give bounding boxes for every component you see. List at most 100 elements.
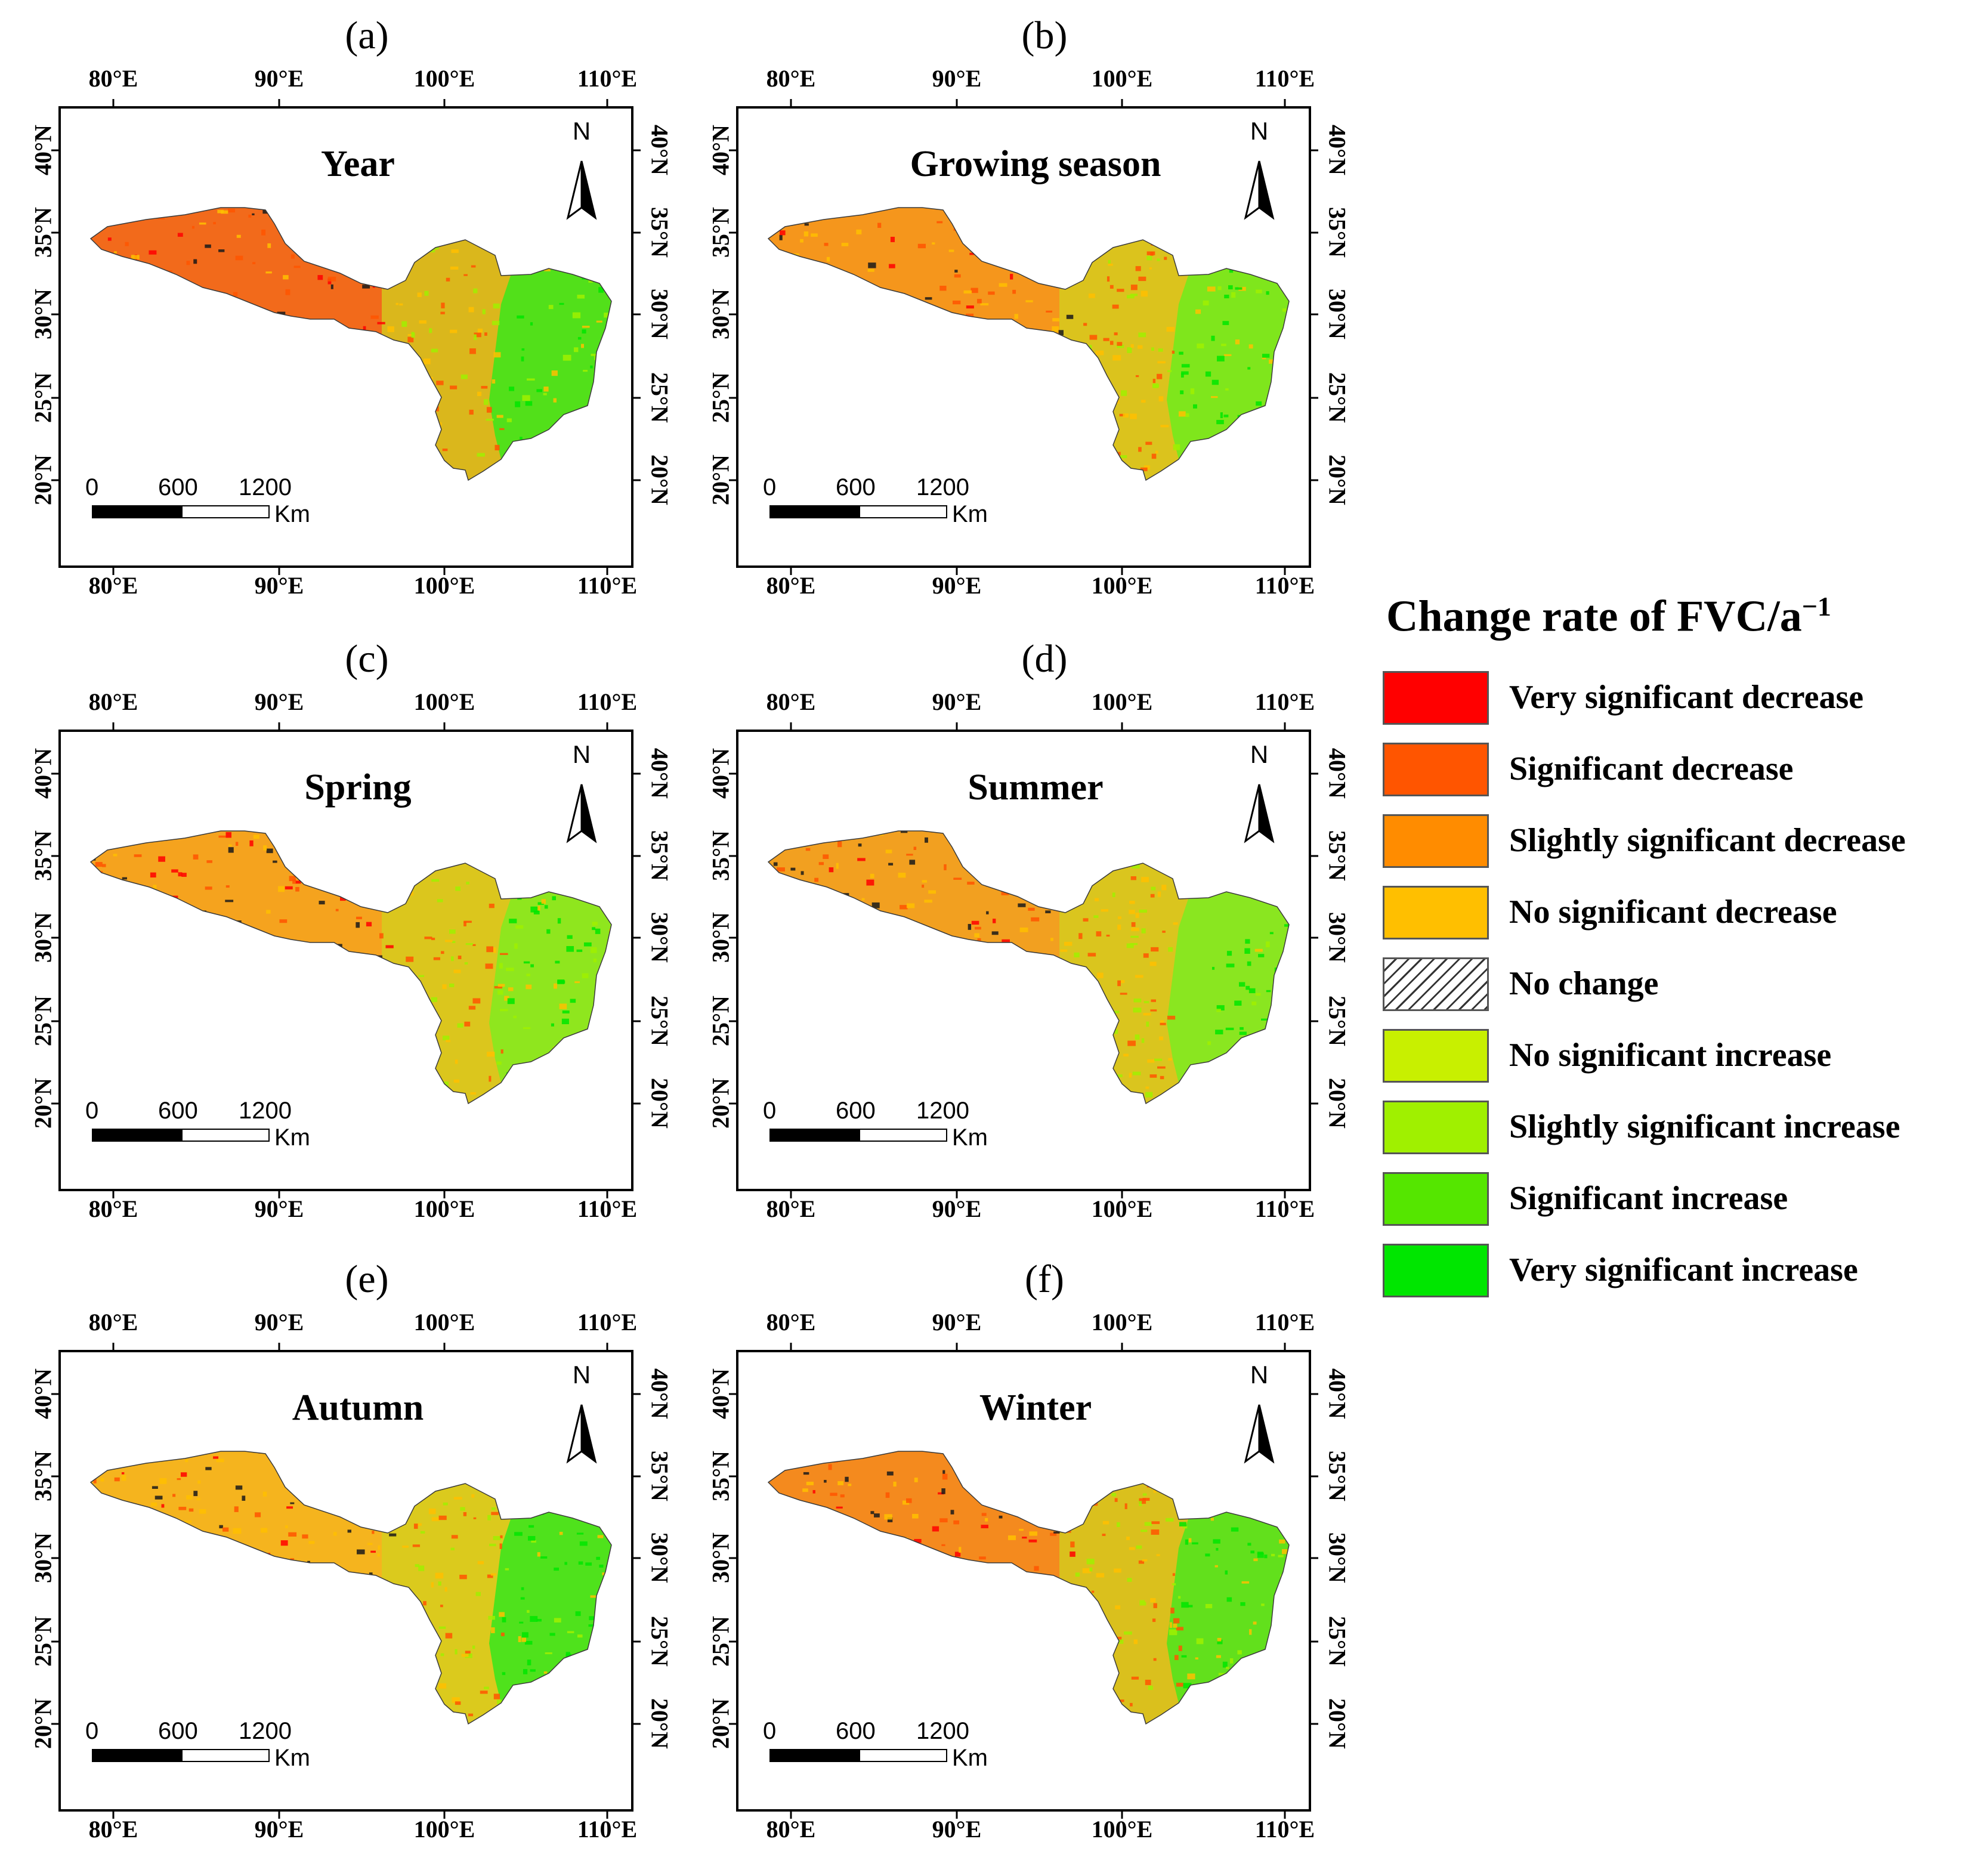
raster-pixel: [290, 254, 295, 259]
raster-pixel: [540, 1556, 548, 1559]
raster-pixel: [836, 1506, 843, 1509]
raster-pixel: [1123, 1053, 1129, 1057]
scale-label-600: 600: [158, 474, 198, 500]
raster-pixel: [1151, 999, 1156, 1002]
raster-pixel: [417, 292, 422, 297]
scale-label-1200: 1200: [239, 474, 292, 500]
raster-pixel: [1132, 1071, 1141, 1075]
map-panel-c: (c) Spring N 80°E 90°E 100°E 110°E 80°E 90°E 100°…: [24, 637, 710, 1256]
raster-pixel: [588, 280, 593, 283]
lon-label-bottom: 110°E: [577, 572, 638, 599]
raster-pixel: [159, 1478, 167, 1484]
scale-label-600: 600: [836, 474, 876, 500]
raster-pixel: [999, 1515, 1003, 1519]
raster-pixel: [1161, 885, 1167, 891]
lat-label-left: 35°N: [707, 830, 734, 881]
raster-pixel: [249, 840, 254, 846]
raster-pixel: [1131, 928, 1139, 932]
lat-label-right: 20°N: [1324, 1698, 1351, 1749]
raster-pixel: [500, 1632, 505, 1636]
lat-label-left: 20°N: [29, 1078, 57, 1129]
scale-label-600: 600: [158, 1718, 198, 1744]
raster-pixel: [295, 887, 299, 892]
raster-pixel: [836, 863, 839, 869]
raster-pixel: [499, 1612, 505, 1617]
raster-pixel: [485, 963, 493, 969]
raster-pixel: [1140, 467, 1148, 471]
raster-pixel: [468, 1006, 476, 1010]
raster-pixel: [1223, 415, 1229, 418]
north-arrow-icon: [566, 1404, 597, 1464]
legend-label: No significant decrease: [1509, 894, 1837, 931]
raster-pixel: [1151, 947, 1159, 952]
lon-label-top: 80°E: [88, 65, 138, 92]
lat-label-right: 25°N: [646, 1616, 673, 1667]
raster-pixel: [196, 1497, 200, 1501]
raster-pixel: [806, 1482, 814, 1485]
lon-label-bottom: 100°E: [1091, 1195, 1153, 1222]
raster-pixel: [1089, 335, 1098, 340]
raster-pixel: [113, 854, 118, 857]
raster-pixel: [1235, 339, 1240, 345]
raster-pixel: [814, 877, 819, 882]
raster-pixel: [1045, 910, 1051, 914]
raster-pixel: [922, 885, 925, 888]
raster-pixel: [544, 905, 548, 909]
raster-pixel: [363, 326, 366, 330]
raster-pixel: [777, 867, 785, 871]
raster-pixel: [1188, 1605, 1193, 1608]
raster-pixel: [466, 882, 469, 885]
raster-pixel: [319, 901, 325, 905]
raster-pixel: [471, 1494, 475, 1498]
raster-pixel: [423, 1601, 426, 1606]
legend-label: Significant decrease: [1509, 750, 1794, 787]
raster-pixel: [967, 882, 975, 885]
raster-pixel: [1114, 1498, 1118, 1502]
lon-label-bottom: 80°E: [766, 1816, 816, 1843]
raster-pixel: [499, 1543, 502, 1549]
raster-pixel: [1173, 444, 1180, 450]
raster-pixel: [1158, 396, 1164, 401]
raster-pixel: [161, 1504, 165, 1508]
raster-pixel: [372, 1531, 375, 1534]
raster-pixel: [1107, 276, 1110, 282]
map-graphic: [729, 722, 1318, 1198]
raster-pixel: [1162, 931, 1166, 933]
raster-pixel: [941, 1488, 945, 1494]
raster-pixel: [1097, 972, 1104, 978]
raster-pixel: [473, 288, 478, 293]
raster-pixel: [452, 941, 456, 943]
lat-label-left: 20°N: [29, 455, 57, 505]
raster-pixel: [963, 290, 972, 294]
raster-pixel: [583, 942, 592, 947]
raster-pixel: [913, 846, 917, 851]
raster-pixel: [193, 1491, 198, 1497]
raster-pixel: [1022, 1537, 1027, 1539]
raster-pixel: [449, 929, 456, 934]
map-graphic: [729, 1343, 1318, 1819]
lat-label-right: 35°N: [646, 1451, 673, 1501]
raster-pixel: [577, 295, 585, 299]
raster-pixel: [1117, 342, 1123, 346]
map-graphic: [51, 99, 641, 575]
raster-pixel: [980, 303, 989, 305]
raster-pixel: [922, 880, 928, 883]
raster-pixel: [1247, 1543, 1251, 1546]
raster-pixel: [840, 1494, 845, 1498]
map-graphic: [729, 99, 1318, 575]
raster-pixel: [837, 841, 842, 848]
raster-pixel: [902, 1500, 910, 1505]
raster-pixel: [1130, 1702, 1133, 1707]
raster-pixel: [500, 1049, 503, 1054]
raster-pixel: [1229, 1658, 1234, 1664]
raster-pixel: [1095, 898, 1099, 901]
raster-pixel: [1181, 364, 1190, 368]
raster-pixel: [497, 990, 503, 995]
raster-pixel: [889, 264, 895, 268]
raster-pixel: [494, 444, 500, 450]
raster-pixel: [1087, 953, 1096, 957]
raster-pixel: [1181, 1655, 1187, 1658]
lat-label-right: 40°N: [646, 748, 673, 799]
east-region-fill: [1167, 268, 1289, 459]
raster-pixel: [1244, 948, 1250, 954]
